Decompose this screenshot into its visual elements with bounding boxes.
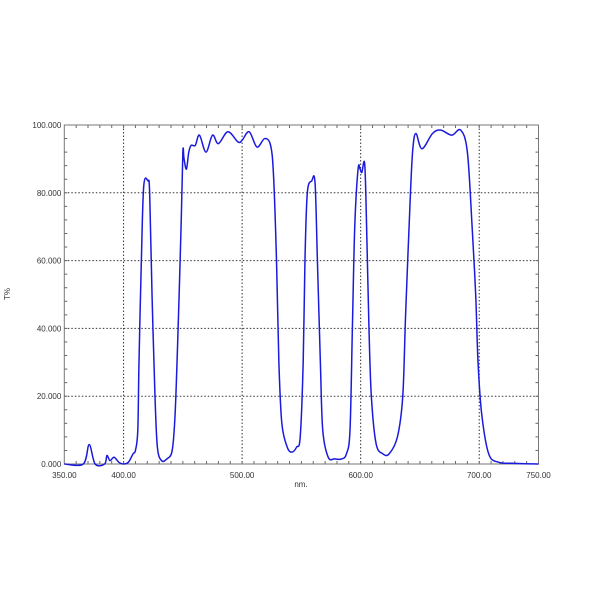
y-tick-label: 40.000 bbox=[37, 324, 62, 333]
y-axis-label: T% bbox=[3, 288, 12, 300]
x-tick-label: 500.00 bbox=[230, 471, 255, 480]
transmission-curve bbox=[64, 128, 539, 467]
x-tick-label: 750.00 bbox=[526, 471, 551, 480]
y-tick-labels: 0.000 20.000 40.000 60.000 80.000 100.000 bbox=[32, 121, 61, 469]
grid-lines bbox=[64, 125, 539, 464]
x-tick-label: 350.00 bbox=[52, 471, 77, 480]
y-tick-label: 60.000 bbox=[37, 257, 62, 266]
x-tick-labels: 350.00 400.00 500.00 600.00 700.00 750.00 bbox=[52, 471, 551, 480]
y-tick-label: 0.000 bbox=[41, 460, 62, 469]
x-tick-label: 600.00 bbox=[348, 471, 373, 480]
x-tick-label: 700.00 bbox=[467, 471, 492, 480]
x-tick-label: 400.00 bbox=[111, 471, 136, 480]
y-tick-label: 100.000 bbox=[32, 121, 61, 130]
y-tick-label: 80.000 bbox=[37, 189, 62, 198]
x-axis-label: nm. bbox=[294, 480, 307, 489]
y-tick-label: 20.000 bbox=[37, 392, 62, 401]
plot-frame bbox=[63, 124, 540, 465]
